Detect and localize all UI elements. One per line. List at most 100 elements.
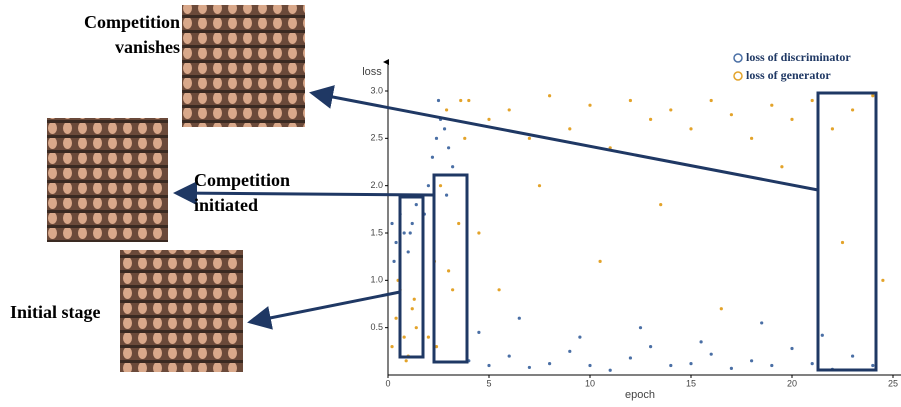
point: [392, 259, 396, 263]
point: [410, 307, 414, 311]
legend-label: loss of discriminator: [746, 50, 851, 64]
point: [390, 345, 394, 349]
face-grid: [120, 250, 243, 372]
point: [412, 297, 416, 301]
point: [402, 335, 406, 339]
point: [578, 335, 582, 339]
y-tick-label: 3.0: [370, 85, 383, 95]
point: [770, 103, 774, 107]
point: [851, 354, 855, 358]
point: [729, 366, 734, 370]
x-tick-label: 25: [888, 378, 898, 388]
point: [436, 98, 441, 103]
point: [426, 335, 430, 339]
point: [507, 108, 511, 112]
point: [750, 136, 754, 140]
point: [709, 352, 713, 356]
legend-label: loss of generator: [746, 68, 831, 82]
point: [780, 165, 784, 169]
point: [871, 94, 875, 98]
point: [699, 340, 703, 344]
point: [434, 136, 439, 140]
point: [588, 363, 592, 368]
highlight-box: [432, 173, 469, 364]
highlight-box: [816, 91, 878, 372]
point: [628, 356, 633, 360]
point: [770, 363, 774, 368]
point: [790, 346, 794, 351]
point: [760, 321, 764, 325]
arrow: [309, 85, 819, 192]
point: [451, 288, 455, 292]
legend-marker: [733, 53, 743, 63]
y-tick-label: 2.0: [370, 180, 383, 190]
point: [659, 203, 663, 207]
point: [394, 240, 398, 245]
point: [410, 221, 414, 226]
point: [871, 363, 875, 368]
point: [406, 250, 410, 254]
point: [463, 136, 467, 140]
x-tick-label: 0: [385, 378, 390, 388]
point: [750, 359, 754, 363]
point: [477, 330, 481, 334]
point: [598, 259, 602, 263]
point: [426, 184, 430, 188]
point: [689, 127, 693, 131]
point: [430, 155, 435, 159]
annotation: Competition vanishes: [84, 12, 180, 57]
y-tick-label: 1.5: [370, 227, 383, 237]
x-axis-label: epoch: [625, 389, 655, 401]
point: [709, 98, 713, 103]
point: [517, 316, 521, 320]
point: [628, 98, 633, 103]
point: [548, 362, 552, 366]
point: [729, 113, 734, 117]
point: [608, 368, 612, 372]
point: [881, 278, 885, 282]
point: [477, 231, 481, 235]
point: [414, 203, 418, 207]
point: [548, 94, 552, 98]
highlight-box: [398, 195, 425, 359]
arrow: [247, 290, 401, 330]
arrow: [173, 181, 434, 206]
face-grid: [47, 118, 168, 242]
point: [638, 326, 643, 330]
point: [820, 333, 824, 337]
point: [451, 165, 455, 169]
point: [394, 316, 398, 320]
x-tick-label: 20: [787, 378, 797, 388]
point: [830, 127, 835, 131]
point: [527, 136, 532, 140]
point: [568, 127, 572, 131]
point: [444, 193, 449, 197]
point: [390, 221, 394, 226]
point: [408, 231, 412, 235]
point: [810, 362, 814, 366]
point: [487, 363, 491, 368]
point: [459, 98, 463, 103]
annotation: Competition initiated: [194, 170, 290, 215]
point: [497, 288, 501, 292]
point: [507, 354, 511, 358]
point: [568, 349, 572, 353]
point: [438, 184, 443, 188]
y-tick-label: 0.5: [370, 322, 383, 332]
annotation: Initial stage: [10, 302, 101, 322]
x-tick-label: 15: [686, 378, 696, 388]
point: [447, 146, 451, 150]
y-tick-label: 1.0: [370, 275, 383, 285]
point: [457, 221, 461, 226]
point: [810, 98, 814, 103]
point: [669, 108, 673, 112]
x-tick-label: 10: [585, 378, 595, 388]
point: [537, 184, 542, 188]
point: [851, 108, 855, 112]
point: [414, 326, 418, 330]
point: [447, 269, 451, 273]
point: [487, 117, 491, 121]
point: [649, 117, 653, 121]
